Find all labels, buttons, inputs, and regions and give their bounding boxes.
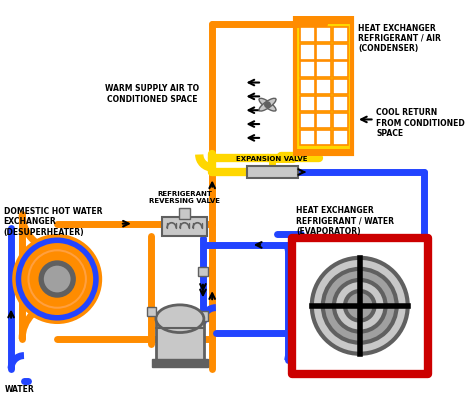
Bar (295, 18, 352, 154)
Bar (179, 208, 190, 219)
Bar (317, 130, 331, 145)
Bar (290, 236, 430, 376)
Circle shape (41, 262, 74, 296)
Text: DOMESTIC HOT WATER
EXCHANGER
(DESUPERHEATER): DOMESTIC HOT WATER EXCHANGER (DESUPERHEA… (4, 207, 102, 237)
Bar (317, 113, 331, 128)
Bar (300, 45, 315, 59)
Bar (300, 79, 315, 94)
Circle shape (334, 280, 385, 332)
Bar (198, 311, 208, 321)
Bar (291, 237, 429, 375)
Circle shape (323, 269, 397, 343)
Circle shape (345, 291, 374, 321)
Circle shape (32, 254, 82, 304)
Bar (247, 166, 298, 178)
Bar (292, 238, 428, 374)
Text: WARM SUPPLY AIR TO
CONDITIONED SPACE: WARM SUPPLY AIR TO CONDITIONED SPACE (105, 84, 199, 104)
Bar (152, 359, 208, 366)
Bar (300, 113, 315, 128)
Bar (300, 27, 315, 42)
Text: EXPANSION VALVE: EXPANSION VALVE (237, 156, 308, 162)
Bar (300, 96, 315, 111)
Bar (317, 79, 331, 94)
Circle shape (43, 264, 72, 294)
Bar (300, 130, 315, 145)
Ellipse shape (259, 98, 276, 111)
Text: HEAT EXCHANGER
REFRIGERANT / WATER
(EVAPORATOR): HEAT EXCHANGER REFRIGERANT / WATER (EVAP… (296, 206, 394, 236)
Bar (163, 217, 207, 236)
Bar (317, 27, 331, 42)
Bar (293, 18, 354, 25)
Bar (333, 27, 348, 42)
Bar (333, 62, 348, 77)
Ellipse shape (259, 98, 276, 111)
Bar (333, 130, 348, 145)
Text: HEAT EXCHANGER
REFRIGERANT / AIR
(CONDENSER): HEAT EXCHANGER REFRIGERANT / AIR (CONDEN… (358, 24, 441, 53)
Bar (198, 267, 208, 276)
Text: COOL RETURN
FROM CONDITIONED
SPACE: COOL RETURN FROM CONDITIONED SPACE (376, 109, 465, 138)
Bar (292, 238, 428, 374)
Text: WATER: WATER (5, 385, 34, 394)
Ellipse shape (156, 305, 204, 332)
Circle shape (265, 102, 270, 107)
Bar (333, 113, 348, 128)
Bar (333, 96, 348, 111)
Text: REFRIGERANT
REVERSING VALVE: REFRIGERANT REVERSING VALVE (149, 191, 220, 204)
Bar (333, 45, 348, 59)
Circle shape (16, 238, 99, 321)
Bar (293, 149, 354, 156)
Bar (146, 307, 156, 316)
Bar (156, 316, 204, 365)
Bar (317, 62, 331, 77)
Bar (333, 79, 348, 94)
Bar (295, 18, 352, 154)
Bar (317, 45, 331, 59)
Circle shape (24, 246, 91, 312)
Circle shape (312, 258, 408, 354)
Bar (300, 62, 315, 77)
Bar (317, 96, 331, 111)
